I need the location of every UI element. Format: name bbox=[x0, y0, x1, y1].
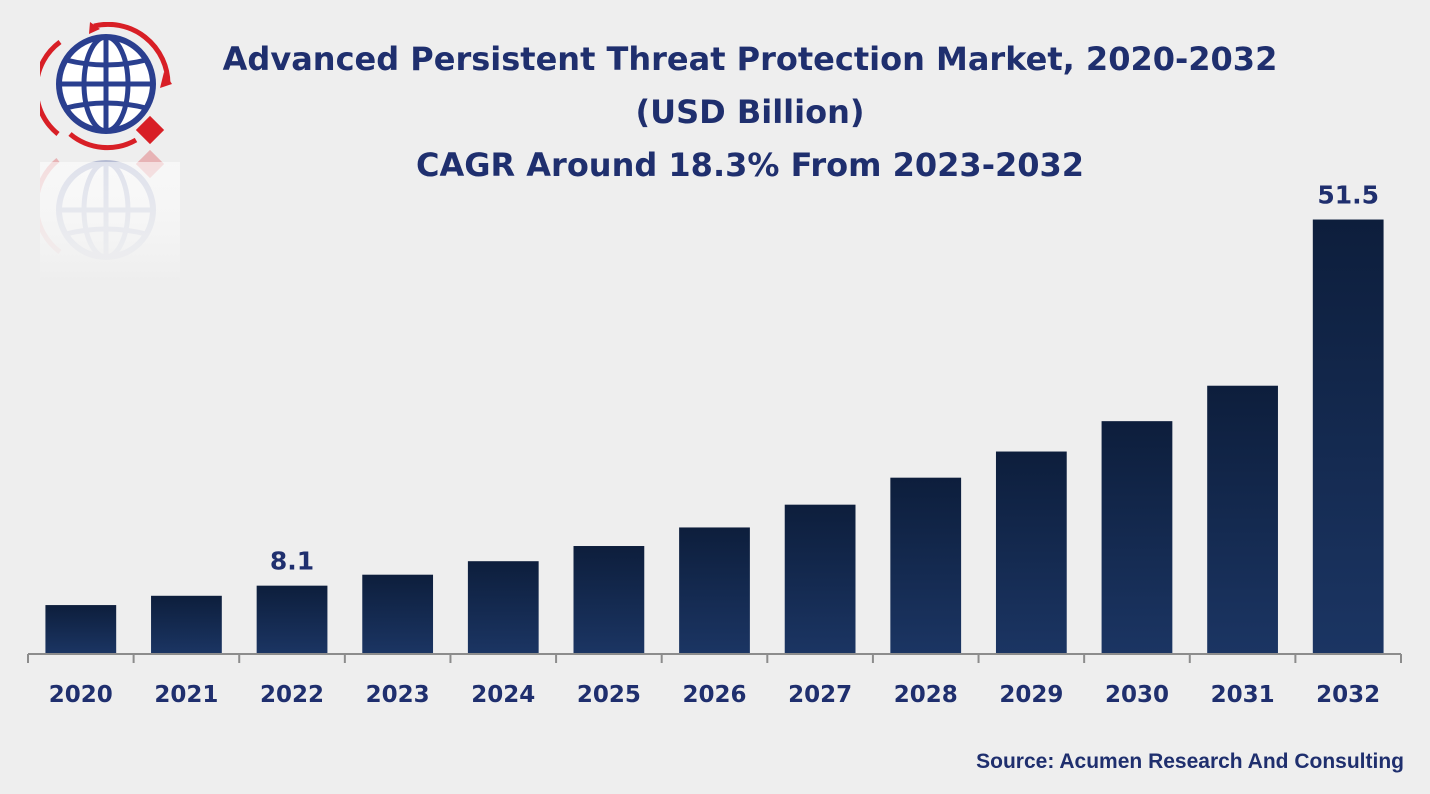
x-tick-label-2020: 2020 bbox=[49, 682, 113, 708]
chart-title: Advanced Persistent Threat Protection Ma… bbox=[222, 40, 1278, 78]
x-tick-label-2030: 2030 bbox=[1105, 682, 1169, 708]
bar-2026 bbox=[679, 527, 750, 654]
bar-2027 bbox=[784, 504, 856, 654]
globe-icon bbox=[40, 22, 180, 282]
bar-2025 bbox=[573, 546, 645, 654]
bar-2029 bbox=[995, 451, 1067, 654]
cagr-annotation: CAGR Around 18.3% From 2023-2032 bbox=[415, 146, 1085, 184]
x-axis-labels: 2020 2021 2022 2023 2024 2025 2026 2027 2028 2029… bbox=[49, 682, 1380, 708]
x-tick-label-2028: 2028 bbox=[894, 682, 958, 708]
x-tick-label-2031: 2031 bbox=[1211, 682, 1275, 708]
bar-2030 bbox=[1101, 421, 1173, 654]
x-tick-label-2022: 2022 bbox=[260, 682, 324, 708]
x-tick-label-2025: 2025 bbox=[577, 682, 641, 708]
x-axis-ticks bbox=[27, 654, 1402, 663]
x-tick-label-2021: 2021 bbox=[154, 682, 218, 708]
bar-2020 bbox=[45, 605, 117, 654]
x-tick-label-2029: 2029 bbox=[999, 682, 1063, 708]
bar-2021 bbox=[151, 595, 222, 654]
data-label-2032: 51.5 bbox=[1317, 181, 1379, 210]
bar-2023 bbox=[362, 574, 434, 654]
bar-2028 bbox=[890, 477, 962, 654]
chart-subtitle: (USD Billion) bbox=[635, 93, 865, 131]
source-note: Source: Acumen Research And Consulting bbox=[976, 750, 1404, 773]
bar-2022 bbox=[256, 585, 328, 654]
bar-2031 bbox=[1207, 385, 1278, 654]
data-labels: 8.1 51.5 bbox=[270, 181, 1379, 576]
x-tick-label-2024: 2024 bbox=[471, 682, 535, 708]
bar-2024 bbox=[467, 561, 539, 654]
x-tick-label-2023: 2023 bbox=[366, 682, 430, 708]
x-tick-label-2026: 2026 bbox=[682, 682, 746, 708]
bar-2032 bbox=[1312, 219, 1384, 654]
x-tick-label-2027: 2027 bbox=[788, 682, 852, 708]
x-tick-label-2032: 2032 bbox=[1316, 682, 1380, 708]
data-label-2022: 8.1 bbox=[270, 547, 314, 576]
bars-group bbox=[45, 219, 1384, 654]
